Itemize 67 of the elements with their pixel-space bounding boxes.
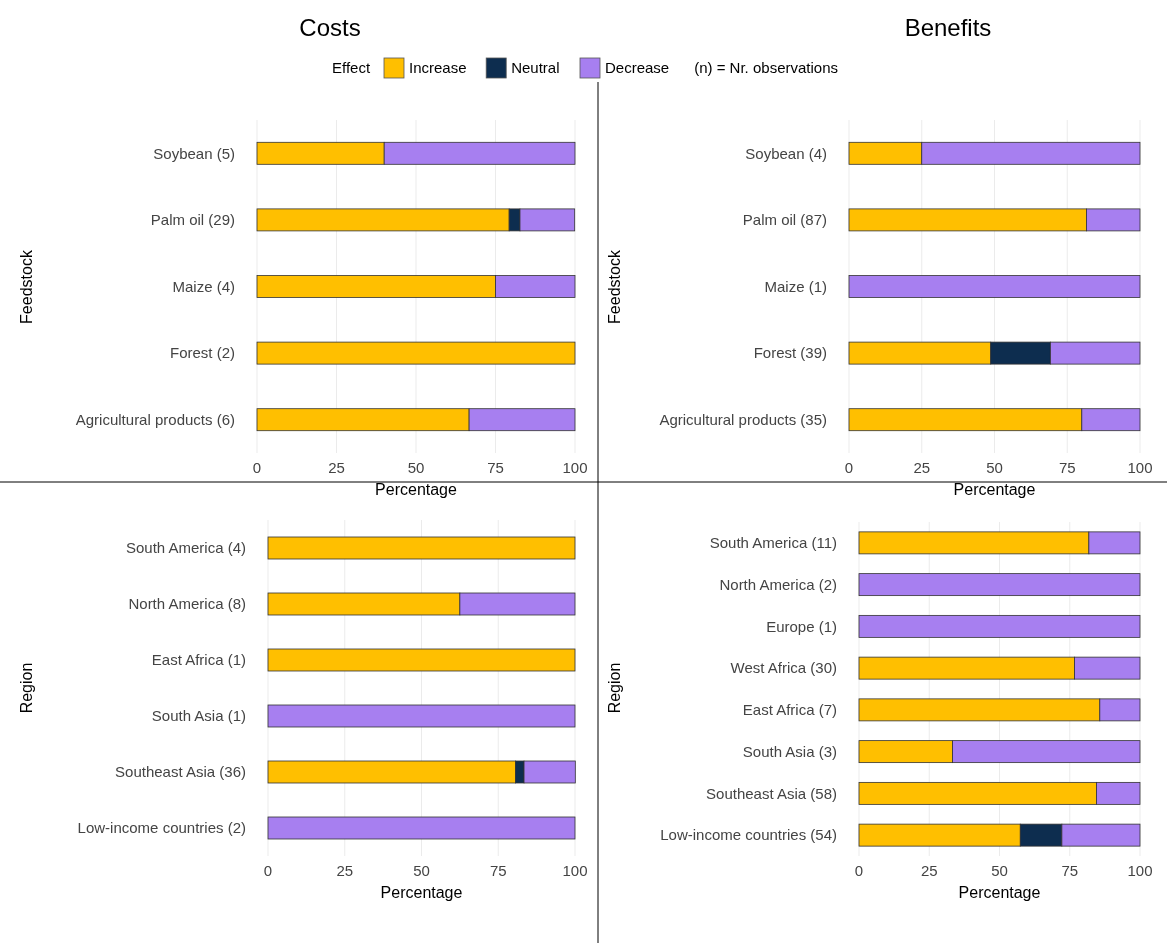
y-tick-label: South America (4) — [125, 539, 246, 557]
y-tick-label: South Asia (1) — [151, 707, 246, 725]
y-tick-label: Agricultural products (35) — [659, 410, 827, 428]
y-tick-label: Southeast Asia (58) — [706, 784, 837, 802]
x-tick-label: 25 — [913, 459, 931, 476]
legend-label: Neutral — [511, 59, 560, 77]
x-tick-label: 0 — [844, 459, 854, 476]
bar — [858, 573, 1141, 597]
y-tick-label: Low-income countries (2) — [77, 819, 246, 837]
y-tick-label: Europe (1) — [766, 617, 837, 635]
x-axis-title: Percentage — [953, 481, 1036, 498]
x-tick-label: 50 — [413, 862, 430, 879]
x-tick-label: 0 — [263, 862, 273, 879]
x-tick-label: 75 — [1058, 459, 1076, 476]
x-axis-title: Percentage — [380, 884, 463, 901]
y-tick-label: Soybean (5) — [153, 144, 235, 162]
x-tick-label: 0 — [854, 862, 864, 879]
bar — [267, 536, 576, 560]
y-tick-label: Maize (4) — [172, 277, 235, 295]
bar — [267, 648, 576, 672]
x-tick-label: 100 — [1127, 459, 1153, 476]
y-tick-label: Palm oil (87) — [742, 211, 827, 229]
bar — [858, 614, 1141, 638]
y-tick-label: Agricultural products (6) — [75, 410, 235, 428]
x-tick-label: 75 — [489, 862, 507, 879]
y-axis-title: Region — [606, 662, 623, 714]
x-tick-label: 75 — [1061, 862, 1079, 879]
x-tick-label: 25 — [328, 459, 345, 476]
y-axis-title: Feedstock — [606, 249, 623, 324]
y-tick-label: Southeast Asia (36) — [115, 763, 246, 781]
y-tick-label: South Asia (3) — [742, 742, 837, 760]
text: (n) = Nr. observations — [694, 59, 839, 77]
y-tick-label: West Africa (30) — [730, 659, 837, 677]
y-tick-label: Low-income countries (54) — [660, 826, 837, 844]
chart-title: Benefits — [904, 14, 992, 41]
y-tick-label: Maize (1) — [764, 277, 827, 295]
x-tick-label: 100 — [562, 459, 588, 476]
x-tick-label: 100 — [562, 862, 588, 879]
legend-label: Increase — [409, 59, 467, 77]
legend-title: Effect — [332, 59, 371, 77]
chart-title: Costs — [299, 14, 361, 41]
y-tick-label: Forest (39) — [753, 344, 827, 362]
x-tick-label: 25 — [920, 862, 938, 879]
bar — [256, 341, 576, 365]
y-tick-label: East Africa (7) — [742, 701, 837, 719]
x-tick-label: 50 — [991, 862, 1008, 879]
x-tick-label: 100 — [1127, 862, 1153, 879]
legend-label: Decrease — [605, 59, 670, 77]
y-tick-label: Palm oil (29) — [150, 211, 235, 229]
bar — [267, 704, 576, 728]
x-axis-title: Percentage — [375, 481, 458, 498]
y-tick-label: North America (8) — [128, 595, 246, 613]
y-tick-label: South America (11) — [709, 534, 837, 552]
x-tick-label: 75 — [487, 459, 504, 476]
bar — [848, 275, 1141, 298]
x-tick-label: 0 — [252, 459, 262, 476]
y-tick-label: Forest (2) — [169, 344, 235, 362]
x-axis-title: Percentage — [958, 884, 1041, 901]
y-axis-title: Region — [18, 662, 35, 714]
x-tick-label: 50 — [407, 459, 425, 476]
bar — [267, 816, 576, 840]
y-tick-label: East Africa (1) — [151, 651, 246, 669]
y-tick-label: North America (2) — [719, 575, 837, 593]
y-axis-title: Feedstock — [18, 249, 35, 324]
x-tick-label: 25 — [336, 862, 354, 879]
x-tick-label: 50 — [986, 459, 1003, 476]
y-tick-label: Soybean (4) — [745, 144, 827, 162]
